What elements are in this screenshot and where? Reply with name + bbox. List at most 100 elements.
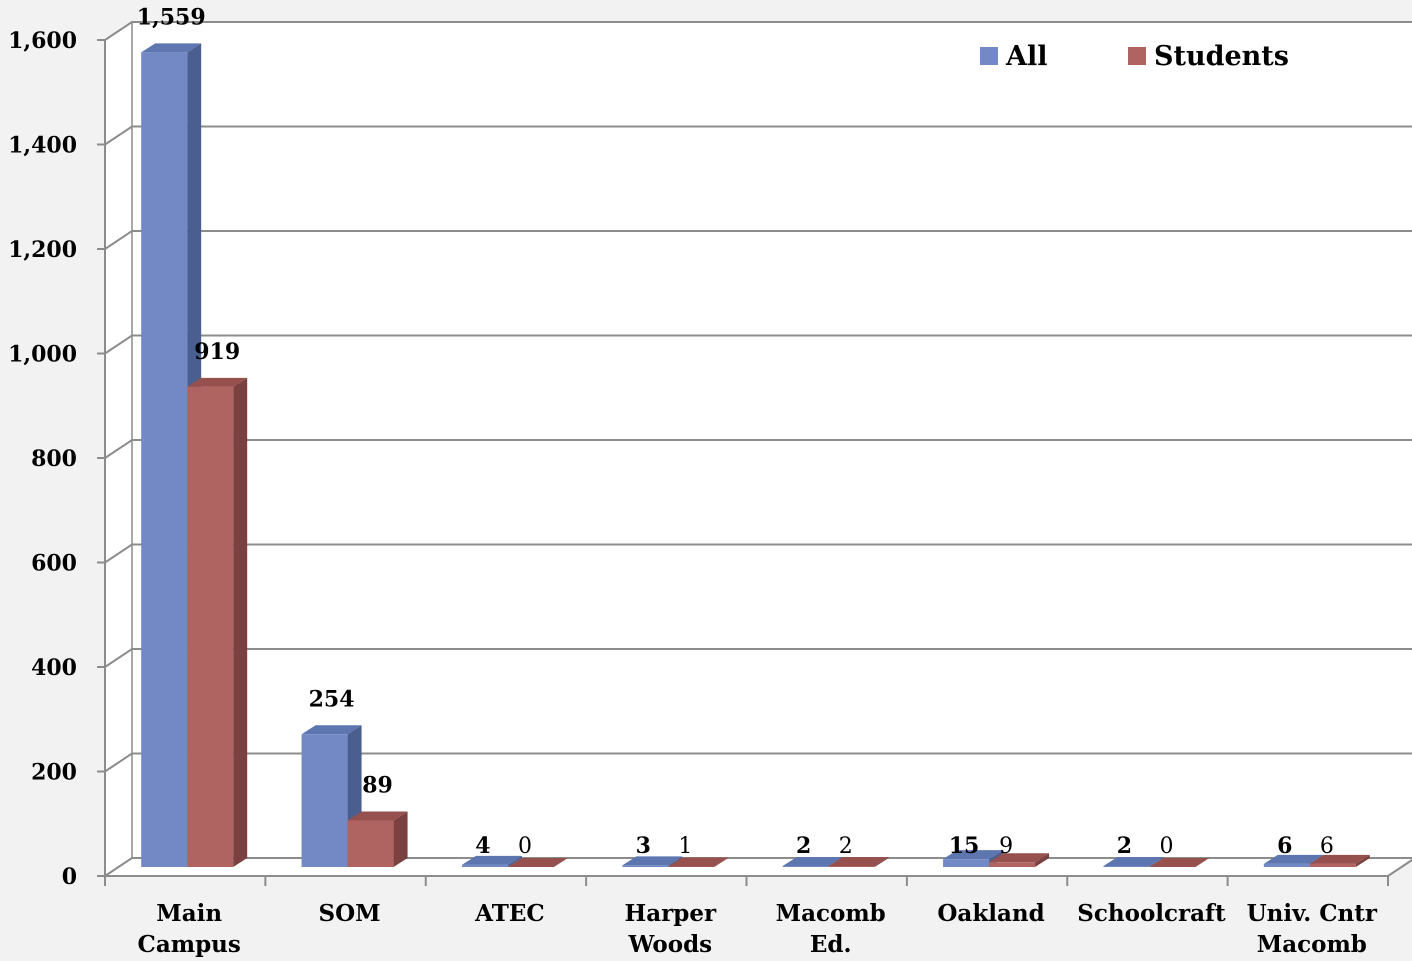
y-tick-label: 800 [31, 446, 77, 472]
data-label: 1 [678, 834, 692, 859]
bar-front [989, 862, 1036, 867]
bar-front [141, 52, 188, 868]
bars [141, 43, 1370, 868]
floor [102, 857, 1412, 877]
bar-front [301, 734, 348, 867]
legend-item-students: Students [1128, 41, 1289, 72]
bar-front [828, 865, 875, 867]
legend-label: Students [1154, 41, 1289, 72]
bar-front [622, 865, 669, 867]
data-label: 89 [362, 772, 393, 798]
gridline [104, 648, 1412, 668]
bar-front [943, 859, 990, 867]
legend-swatch [980, 47, 998, 65]
y-tick-label: 1,600 [8, 28, 77, 54]
y-tick-label: 1,200 [8, 237, 77, 263]
legend-item-all: All [980, 41, 1047, 72]
bar-side [1355, 854, 1370, 867]
bar-top [989, 853, 1050, 863]
gridline [104, 543, 1412, 564]
legend: All Students [980, 41, 1289, 72]
data-label: 4 [475, 833, 490, 859]
bar-students [187, 377, 248, 867]
data-label: 0 [518, 834, 532, 859]
bar-students [668, 857, 729, 867]
legend-label: All [1005, 41, 1047, 72]
category-label: Harper Woods [625, 900, 717, 958]
data-label: 0 [1159, 834, 1173, 859]
floor-edge [1387, 858, 1412, 877]
bar-top [1103, 856, 1164, 866]
gridline [104, 21, 1412, 41]
bar-top [668, 857, 729, 867]
bar-top [622, 856, 683, 866]
data-labels: 1,559 919 254 89 4 0 3 1 2 2 15 9 2 0 6 6 [137, 4, 1334, 859]
bar-all [1103, 856, 1164, 867]
bar-side [507, 855, 522, 867]
bar-front [461, 864, 508, 867]
gridline [104, 334, 1412, 355]
data-label: 6 [1277, 833, 1292, 859]
data-label: 3 [636, 833, 651, 859]
bar-top [141, 43, 202, 53]
category-label: Oakland [937, 900, 1044, 927]
bar-front [1309, 863, 1356, 867]
bar-students [1149, 858, 1210, 867]
bar-students [507, 858, 568, 867]
category-label: Schoolcraft [1077, 900, 1226, 927]
y-tick-label: 400 [31, 655, 77, 681]
bar-side [1149, 856, 1164, 867]
gridline [104, 230, 1412, 250]
bar-top [187, 377, 248, 387]
data-label: 9 [999, 834, 1013, 859]
data-label: 2 [1117, 833, 1132, 859]
data-label: 1,559 [137, 4, 206, 30]
data-label: 254 [309, 686, 355, 712]
bar-side [714, 857, 729, 867]
bar-top [828, 856, 889, 866]
y-tick-label: 1,400 [8, 133, 77, 159]
gridline [104, 439, 1412, 459]
y-tick-label: 0 [62, 864, 77, 890]
category-label: Main Campus [138, 900, 241, 958]
category-label: Macomb Ed. [776, 900, 886, 958]
gridline [104, 752, 1412, 773]
bar-side [1035, 853, 1050, 867]
bar-all [461, 855, 522, 867]
y-tick-label: 200 [31, 760, 77, 786]
bar-front [347, 820, 394, 867]
bar-all [301, 725, 362, 867]
bar-students [989, 853, 1050, 867]
bar-top [782, 856, 843, 866]
category-label: Univ. Cntr Macomb [1247, 900, 1378, 958]
data-label: 2 [796, 833, 811, 859]
data-label: 15 [949, 833, 980, 859]
bar-top [1309, 854, 1370, 864]
bar-side [233, 377, 248, 867]
y-tick-label: 1,000 [8, 342, 77, 368]
data-label: 919 [194, 339, 240, 365]
category-label: SOM [319, 900, 381, 927]
bar-top [301, 725, 362, 735]
legend-swatch [1128, 47, 1146, 65]
gridline [104, 125, 1412, 146]
bar-front [782, 865, 829, 867]
bar-front [1263, 863, 1310, 867]
data-label: 6 [1320, 834, 1334, 859]
bar-students [1309, 854, 1370, 867]
bar-front [187, 386, 234, 867]
y-tick-label: 600 [31, 551, 77, 577]
chart-walls [102, 20, 1412, 878]
bar-top [1263, 854, 1324, 864]
bar-top [507, 858, 568, 867]
bar-front [1103, 865, 1150, 867]
bar-top [347, 811, 408, 821]
bar-students [347, 811, 408, 867]
data-label: 2 [839, 834, 853, 859]
bar-students [828, 856, 889, 867]
bar-front [668, 866, 715, 867]
bar-top [943, 850, 1004, 860]
bar-top [461, 855, 522, 865]
